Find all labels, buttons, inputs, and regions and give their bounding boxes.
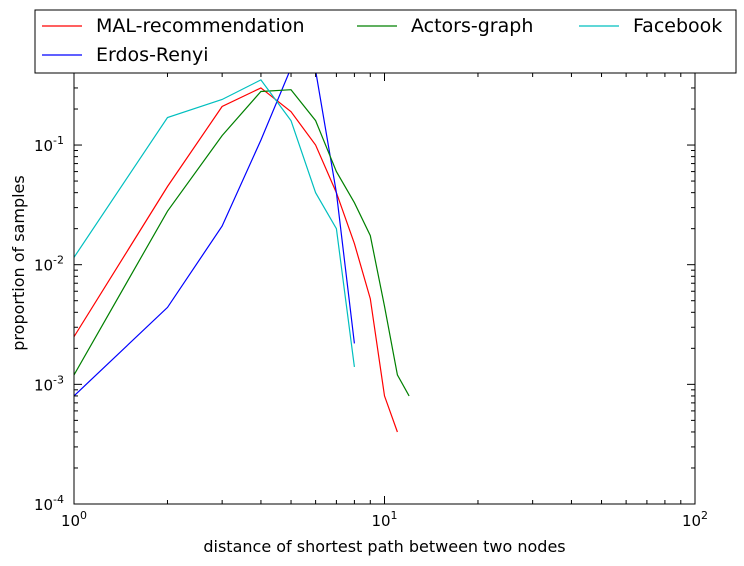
y-tick-label: 10-3 (34, 373, 64, 394)
x-axis-label: distance of shortest path between two no… (203, 537, 565, 556)
series-line-mal-recommendation (74, 87, 398, 433)
y-tick-base: 10 (34, 137, 53, 155)
legend-box (34, 9, 737, 74)
y-axis-label: proportion of samples (9, 175, 28, 350)
y-tick-base: 10 (34, 376, 53, 394)
series-line-facebook (74, 79, 355, 367)
y-tick-label: 10-1 (34, 134, 64, 155)
y-tick-exponent: -2 (53, 254, 64, 267)
x-tick-base: 10 (371, 512, 390, 530)
legend: MAL-recommendation Erdos-Renyi Actors-grap… (34, 9, 737, 74)
x-tick-label: 101 (371, 509, 397, 530)
plot-area (74, 73, 695, 504)
y-tick-exponent: -3 (53, 373, 64, 386)
series-line-erdos-renyi (74, 73, 355, 397)
x-tick-exponent: 1 (391, 509, 398, 522)
legend-label-erdos-renyi: Erdos-Renyi (96, 44, 209, 66)
y-tick-exponent: -1 (53, 134, 64, 147)
y-tick-exponent: -4 (53, 493, 64, 506)
x-tick-label: 100 (61, 509, 87, 530)
x-tick-exponent: 0 (80, 509, 87, 522)
x-tick-label: 102 (682, 509, 708, 530)
y-tick-label: 10-4 (34, 493, 64, 514)
legend-label-actors-graph: Actors-graph (411, 15, 533, 37)
y-tick-base: 10 (34, 257, 53, 275)
legend-label-mal-recommendation: MAL-recommendation (96, 15, 305, 37)
series-line-actors-graph (74, 89, 410, 397)
y-tick-base: 10 (34, 496, 53, 514)
x-tick-base: 10 (682, 512, 701, 530)
x-tick-exponent: 2 (701, 509, 708, 522)
x-tick-base: 10 (61, 512, 80, 530)
y-tick-label: 10-2 (34, 254, 64, 275)
legend-label-facebook: Facebook (633, 15, 722, 37)
